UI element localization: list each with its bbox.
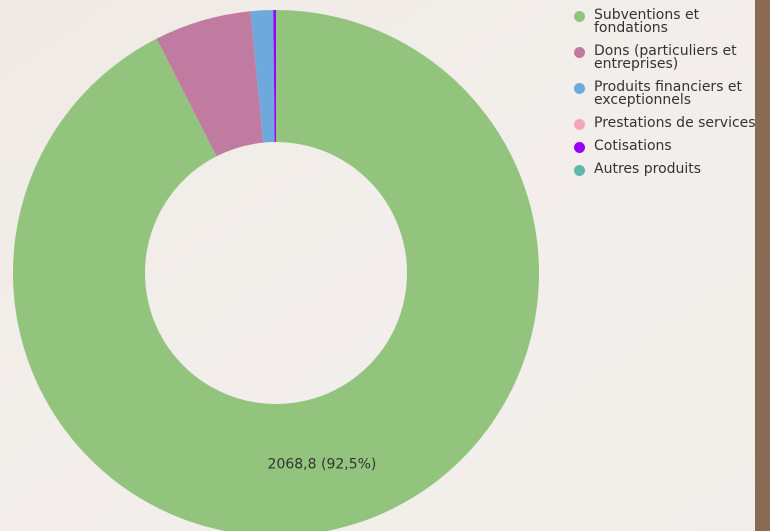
slice bbox=[250, 10, 275, 143]
slice bbox=[273, 10, 276, 143]
legend-label: Dons (particuliers et entreprises) bbox=[594, 43, 737, 72]
legend: Subventions et fondations Dons (particuli… bbox=[574, 7, 764, 186]
slice bbox=[13, 10, 539, 531]
legend-swatch bbox=[574, 11, 585, 22]
legend-swatch bbox=[574, 119, 585, 130]
legend-item[interactable]: Prestations de services bbox=[574, 115, 756, 131]
legend-swatch bbox=[574, 83, 585, 94]
legend-label: Prestations de services bbox=[594, 115, 756, 131]
legend-swatch bbox=[574, 165, 585, 176]
value-label: 2068,8 (92,5%) bbox=[268, 457, 377, 473]
legend-swatch bbox=[574, 47, 585, 58]
slice bbox=[156, 11, 264, 157]
legend-item[interactable]: Cotisations bbox=[574, 138, 756, 154]
legend-item[interactable]: Subventions et fondations bbox=[574, 7, 756, 36]
legend-label: Subventions et fondations bbox=[594, 7, 700, 36]
legend-label: Cotisations bbox=[594, 138, 672, 154]
legend-label: Produits financiers et exceptionnels bbox=[594, 79, 743, 108]
legend-item[interactable]: Autres produits bbox=[574, 161, 756, 177]
legend-label: Autres produits bbox=[594, 161, 702, 177]
legend-swatch bbox=[574, 142, 585, 153]
photo-edge bbox=[755, 0, 770, 531]
legend-item[interactable]: Produits financiers et exceptionnels bbox=[574, 79, 756, 108]
legend-item[interactable]: Dons (particuliers et entreprises) bbox=[574, 43, 756, 72]
